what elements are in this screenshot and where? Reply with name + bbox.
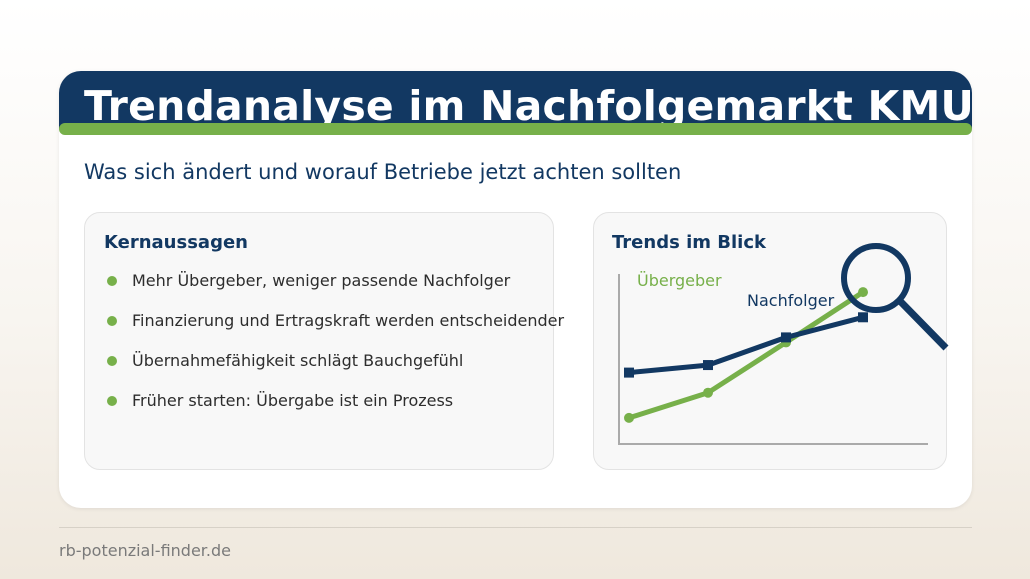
footer-website: rb-potenzial-finder.de <box>59 541 231 560</box>
footer-divider <box>59 527 972 528</box>
series-label-uebergeber: Übergeber <box>637 271 722 290</box>
list-item: Früher starten: Übergabe ist ein Prozess <box>107 386 564 415</box>
bullet-dot-icon <box>107 355 117 366</box>
key-points-list: Mehr Übergeber, weniger passende Nachfol… <box>107 266 564 426</box>
list-item-text: Übernahmefähigkeit schlägt Bauchgefühl <box>132 351 464 370</box>
list-item-text: Finanzierung und Ertragskraft werden ent… <box>132 311 565 330</box>
bullet-dot-icon <box>107 275 117 286</box>
magnifier-handle <box>897 298 949 351</box>
data-point-uebergeber <box>624 412 634 423</box>
data-point-uebergeber <box>858 287 868 298</box>
slide-subtitle: Was sich ändert und worauf Betriebe jetz… <box>84 160 682 184</box>
list-item-text: Mehr Übergeber, weniger passende Nachfol… <box>132 271 511 290</box>
series-line-nachfolger <box>626 314 866 376</box>
data-point-nachfolger <box>781 332 791 343</box>
list-item: Übernahmefähigkeit schlägt Bauchgefühl <box>107 346 564 375</box>
title-accent-line <box>59 123 972 135</box>
list-item: Mehr Übergeber, weniger passende Nachfol… <box>107 266 564 295</box>
bullet-dot-icon <box>107 395 117 406</box>
bullet-dot-icon <box>107 315 117 326</box>
data-point-nachfolger <box>858 312 868 323</box>
list-item: Finanzierung und Ertragskraft werden ent… <box>107 306 564 335</box>
list-item-text: Früher starten: Übergabe ist ein Prozess <box>132 391 454 410</box>
data-point-nachfolger <box>624 367 634 378</box>
data-point-uebergeber <box>703 387 713 398</box>
magnifier-icon <box>841 243 911 313</box>
key-points-panel <box>84 212 554 470</box>
key-points-heading: Kernaussagen <box>104 232 248 253</box>
data-point-nachfolger <box>703 360 713 371</box>
series-label-nachfolger: Nachfolger <box>747 291 835 310</box>
trends-heading: Trends im Blick <box>612 232 766 253</box>
series-line-uebergeber <box>626 289 866 421</box>
slide-title: Trendanalyse im Nachfolgemarkt KMU <box>84 82 970 130</box>
trend-chart: Übergeber Nachfolger <box>618 243 949 445</box>
title-bar <box>59 71 972 129</box>
